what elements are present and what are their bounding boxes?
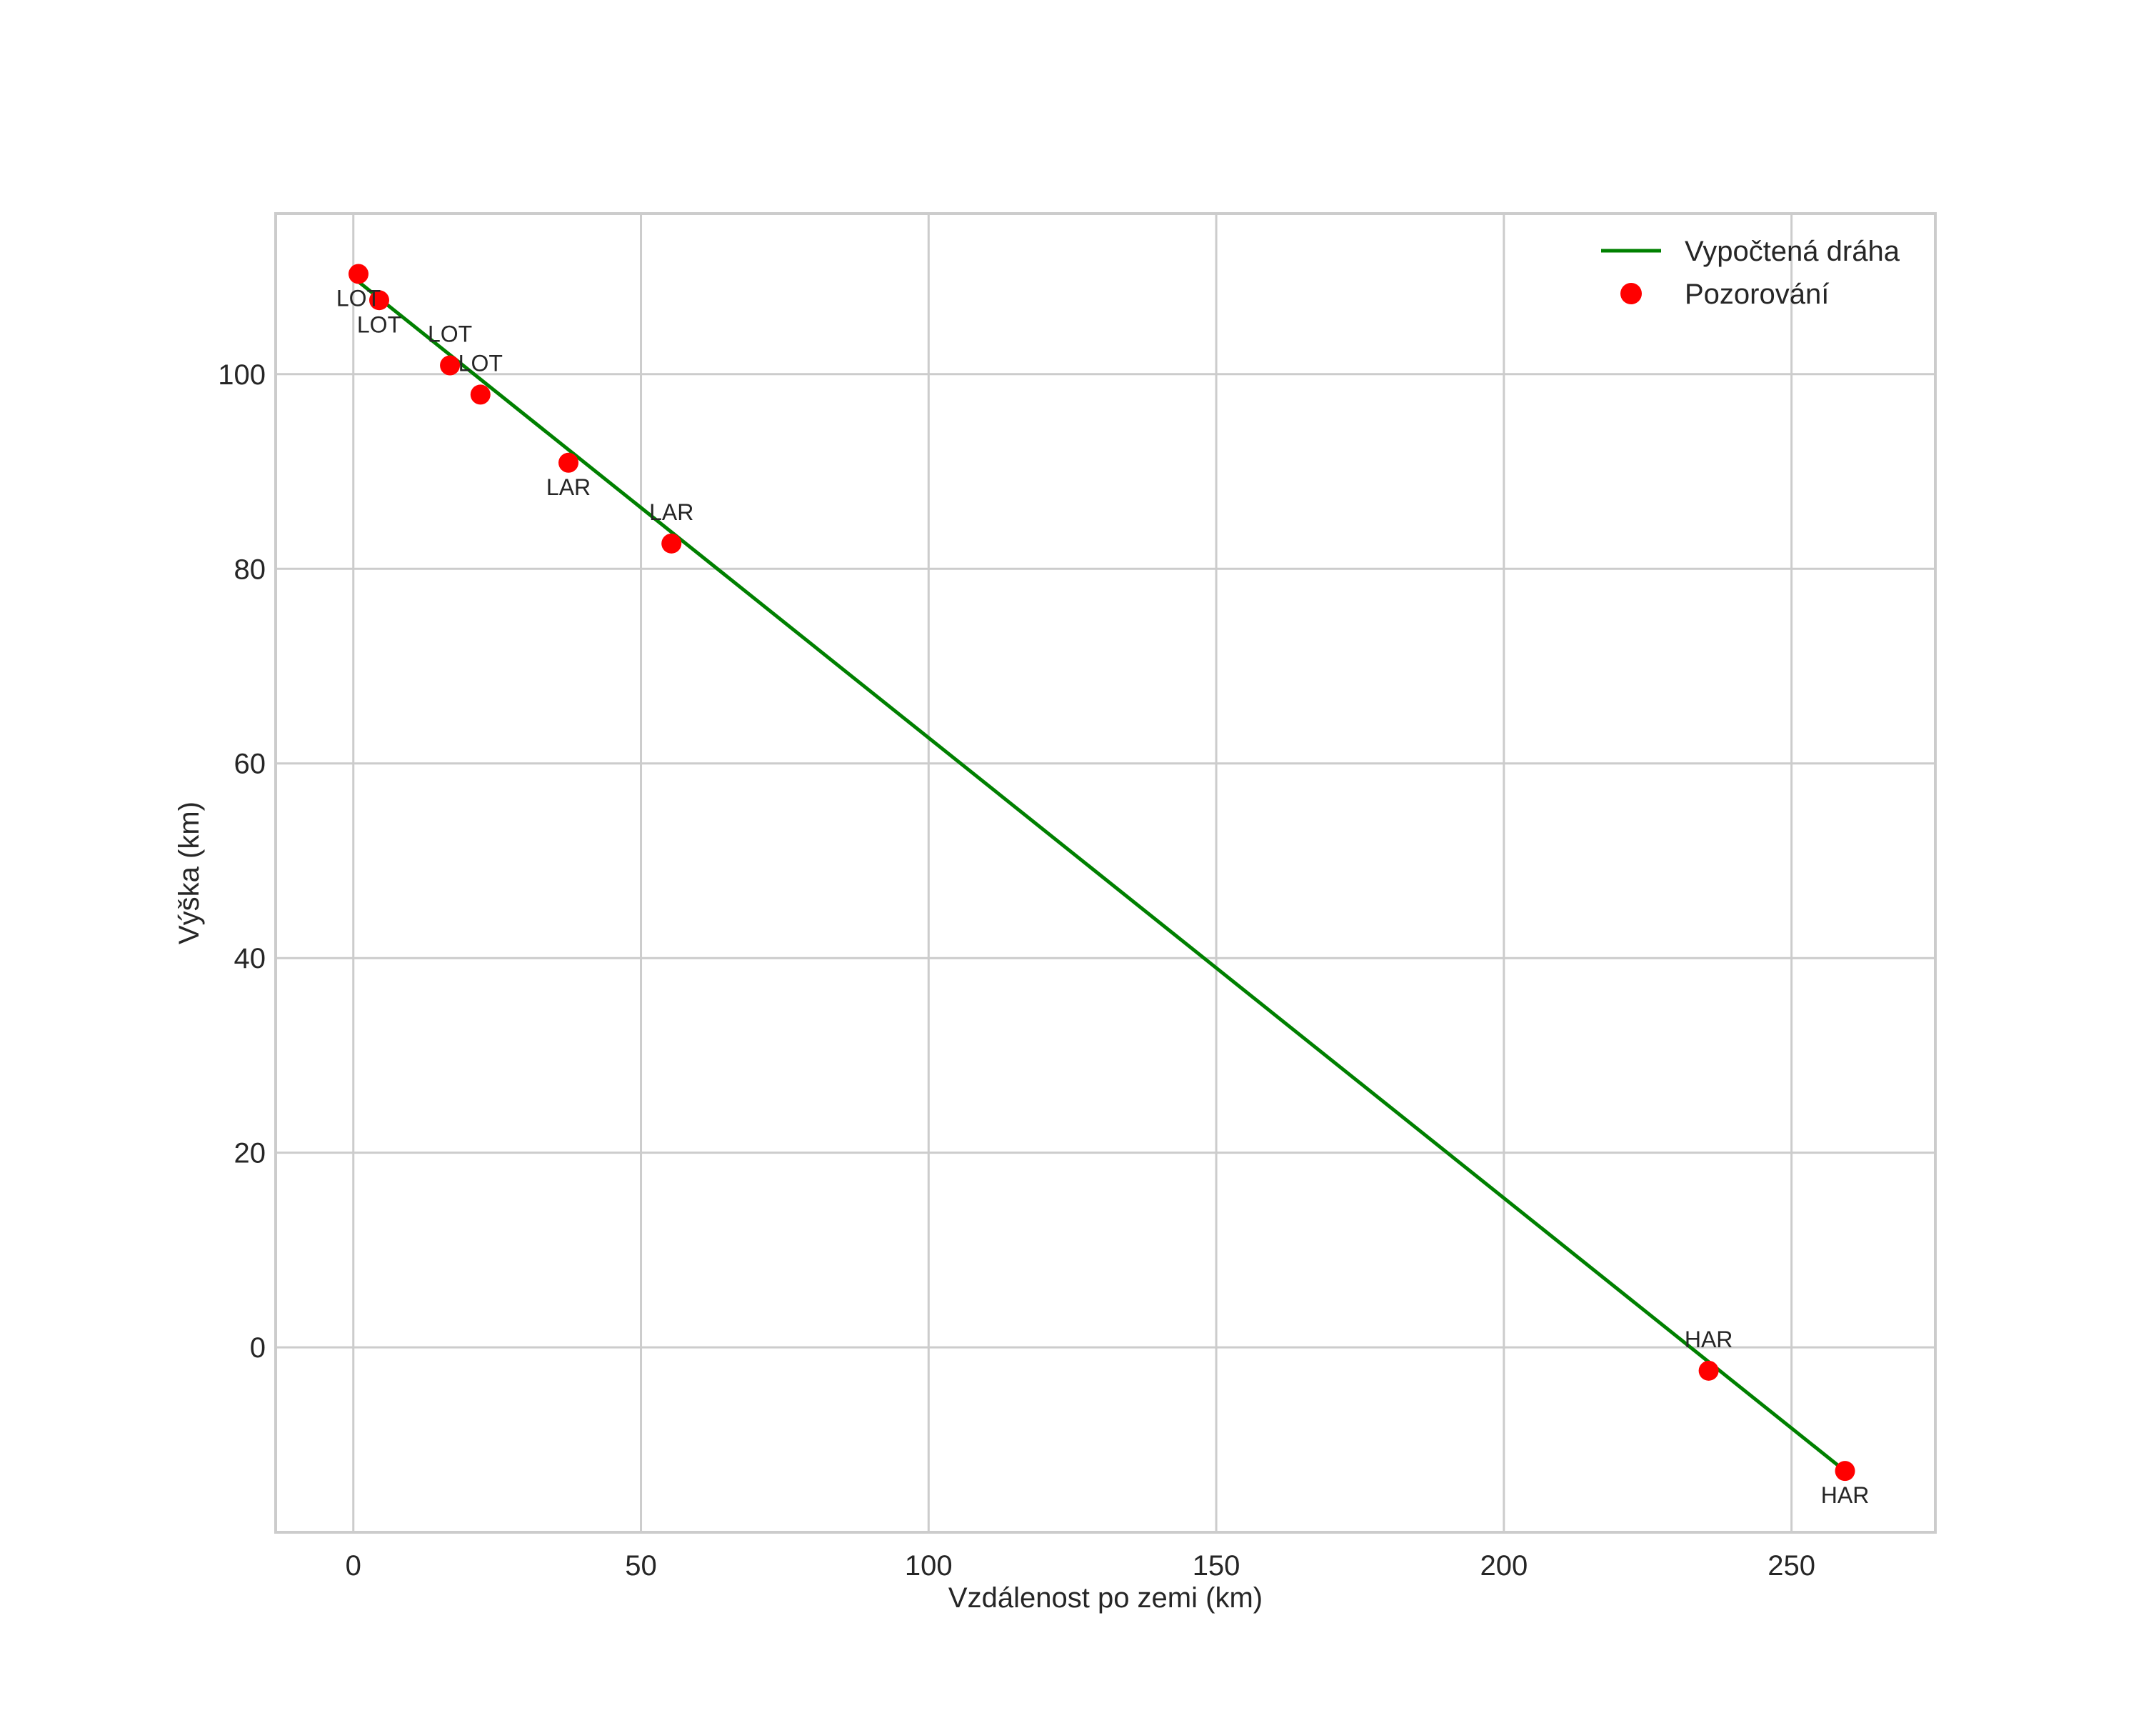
legend-dot-swatch [1620,283,1642,304]
x-axis-label: Vzdálenost po zemi (km) [948,1582,1263,1614]
observation-point [348,264,368,284]
observation-point [1698,1360,1719,1381]
observation-point [1835,1461,1855,1482]
station-label: HAR [1821,1482,1870,1508]
y-tick-label: 100 [218,359,266,391]
x-tick-label: 150 [1193,1550,1240,1582]
y-tick-label: 80 [234,554,266,585]
station-label: LOT [357,311,401,337]
computed-trajectory-line [357,280,1847,1473]
observation-points [348,264,1855,1482]
observation-point [368,290,389,311]
y-tick-label: 60 [234,749,266,780]
observation-point [661,533,682,554]
observation-point [440,355,461,376]
x-tick-label: 200 [1480,1550,1528,1582]
station-label: HAR [1685,1327,1733,1352]
legend-label-computed-path: Vypočtená dráha [1685,236,1900,267]
station-label: LAR [546,474,591,500]
x-tick-label: 250 [1768,1550,1815,1582]
y-tick-label: 20 [234,1138,266,1169]
x-tick-label: 100 [905,1550,953,1582]
legend-label-observations: Pozorování [1685,279,1829,310]
station-label: LAR [649,499,693,525]
station-label: LOT [428,321,472,347]
legend: Vypočtená dráha Pozorování [1601,236,1900,310]
plot-frame [274,212,1937,1534]
observation-point [558,452,579,473]
observation-point [470,384,491,405]
x-tick-label: 0 [346,1550,361,1582]
y-tick-label: 0 [250,1332,266,1364]
grid-lines [276,214,1935,1532]
y-axis-label: Výška (km) [174,801,205,944]
station-label: LOT [458,350,503,376]
x-tick-label: 50 [625,1550,657,1582]
trajectory-line [357,280,1847,1473]
y-axis-ticks: 0 20 40 60 80 100 [218,359,266,1364]
x-axis-ticks: 0 50 100 150 200 250 [346,1550,1815,1582]
y-tick-label: 40 [234,943,266,974]
station-label: LOT [336,285,381,311]
